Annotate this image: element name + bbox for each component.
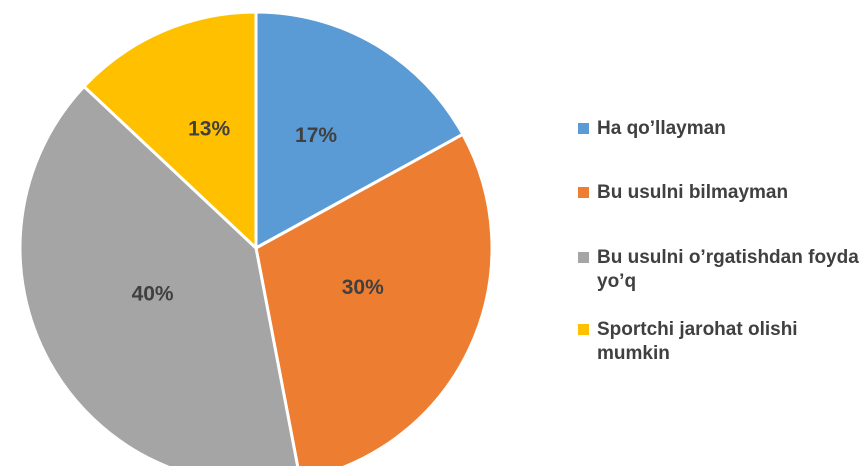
legend-label: Sportchi jarohat olishi mumkin [597, 319, 798, 364]
data-label: 13% [188, 117, 230, 140]
pie-slice [18, 84, 300, 466]
legend-swatch [578, 187, 589, 198]
pie-slice [81, 10, 258, 252]
legend-item: Ha qo’llayman [578, 117, 863, 141]
legend-item: Sportchi jarohat olishi mumkin [578, 318, 863, 366]
legend-label: Bu usulni o’rgatishdan foyda yo’q [597, 247, 859, 292]
data-label: 17% [295, 124, 337, 147]
legend-swatch [578, 123, 589, 134]
data-label: 40% [132, 282, 174, 305]
legend-item: Bu usulni o’rgatishdan foyda yo’q [578, 246, 863, 294]
pie-slice [254, 10, 465, 251]
legend-swatch [578, 324, 589, 335]
pie-slice [254, 132, 494, 466]
data-label: 30% [342, 276, 384, 299]
legend-swatch [578, 252, 589, 263]
legend-item: Bu usulni bilmayman [578, 181, 863, 205]
legend-label: Ha qo’llayman [597, 118, 726, 139]
legend-label: Bu usulni bilmayman [597, 182, 789, 203]
